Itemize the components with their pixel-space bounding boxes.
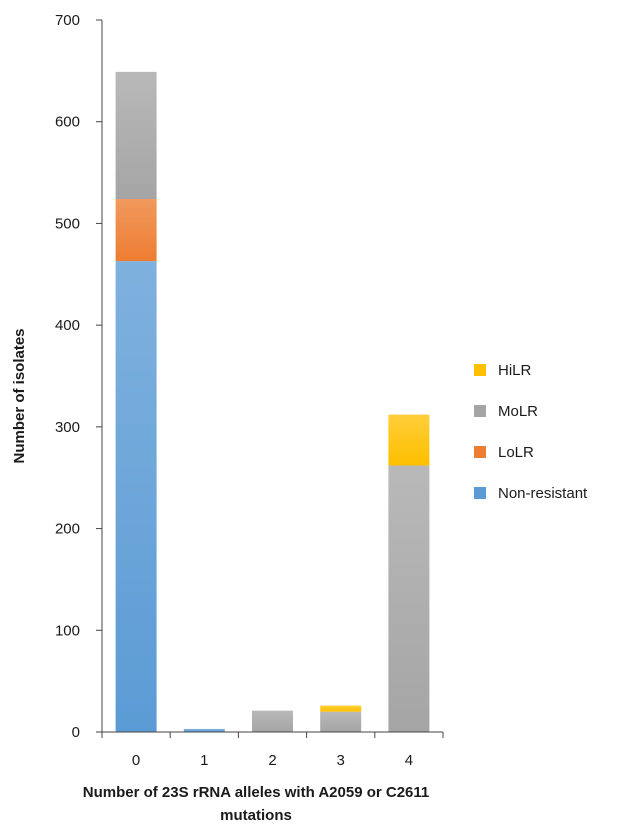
bar-lolr-0 (115, 199, 157, 262)
legend-swatch-lolr (474, 446, 486, 458)
legend-swatch-molr (474, 405, 486, 417)
x-axis-title-line-2: mutations (220, 807, 292, 824)
x-tick-label-4: 4 (405, 752, 413, 769)
y-axis-title: Number of isolates (11, 328, 28, 463)
legend-label-molr: MoLR (498, 403, 538, 420)
legend-swatch-hilr (474, 364, 486, 376)
bar-molr-0 (115, 71, 157, 200)
bar-non-resistant-1 (183, 728, 225, 732)
x-tick-label-1: 1 (200, 752, 208, 769)
plot-area (115, 71, 430, 732)
bar-molr-3 (320, 711, 362, 732)
axes: 0 100 200 300 400 500 600 700 0 1 2 3 4 (55, 12, 444, 769)
y-tick-label-100: 100 (55, 622, 80, 639)
bar-non-resistant-0 (115, 261, 157, 732)
y-tick-label-400: 400 (55, 317, 80, 334)
y-tick-label-600: 600 (55, 114, 80, 131)
x-axis-title-line-1: Number of 23S rRNA alleles with A2059 or… (83, 784, 430, 801)
y-tick-label-300: 300 (55, 419, 80, 436)
y-tick-label-0: 0 (72, 724, 80, 741)
x-tick-label-3: 3 (337, 752, 345, 769)
bar-hilr-3 (320, 705, 362, 712)
legend-label-hilr: HiLR (498, 362, 532, 379)
x-tick-label-0: 0 (132, 752, 140, 769)
bar-hilr-4 (388, 414, 430, 466)
bar-molr-4 (388, 465, 430, 732)
legend: HiLR MoLR LoLR Non-resistant (474, 362, 588, 502)
legend-label-lolr: LoLR (498, 444, 534, 461)
x-tick-label-2: 2 (268, 752, 276, 769)
y-tick-label-700: 700 (55, 12, 80, 29)
legend-swatch-non-resistant (474, 487, 486, 499)
y-tick-label-500: 500 (55, 215, 80, 232)
y-tick-label-200: 200 (55, 521, 80, 538)
bar-molr-2 (252, 710, 293, 732)
legend-label-non-resistant: Non-resistant (498, 485, 588, 502)
